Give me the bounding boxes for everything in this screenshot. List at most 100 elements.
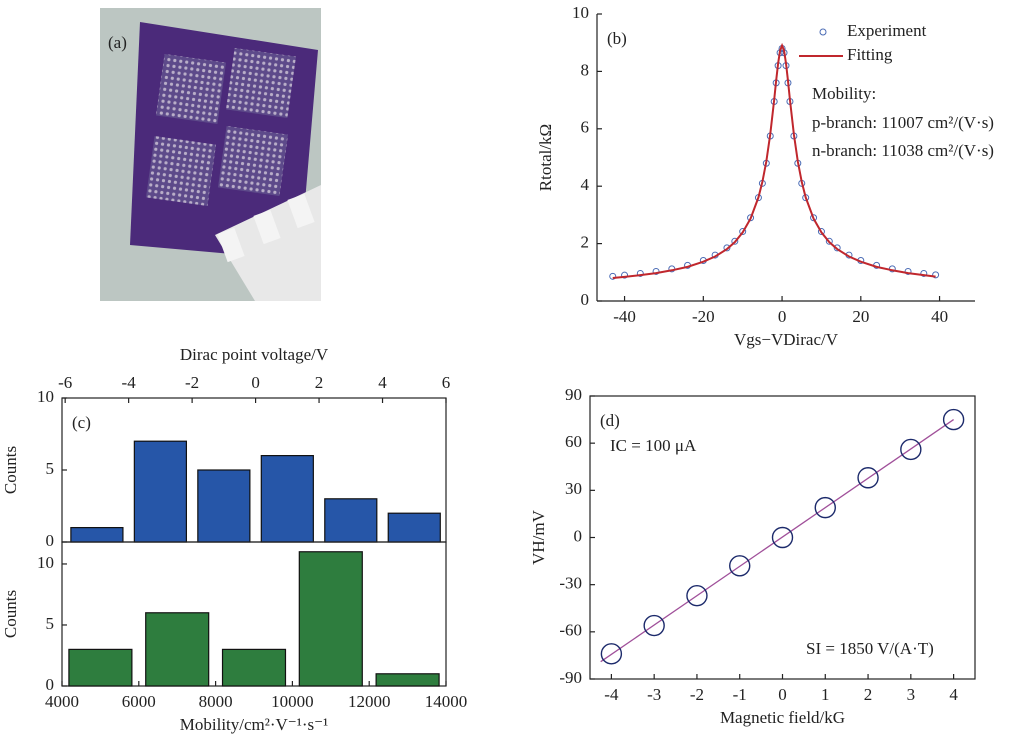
annotation: IC = 100 μA — [610, 436, 697, 455]
data-point — [686, 584, 708, 607]
legend-label: Fitting — [847, 45, 893, 64]
annotation: SI = 1850 V/(A·T) — [806, 639, 934, 658]
bar — [375, 673, 440, 687]
x-tick-label: 8000 — [199, 692, 233, 711]
bar — [145, 612, 210, 687]
x-tick-label: 6 — [442, 373, 451, 392]
x-axis-label: Vgs−VDirac/V — [734, 330, 839, 349]
data-point — [723, 244, 731, 252]
panel-label: (b) — [607, 29, 627, 48]
panel-label: (d) — [600, 411, 620, 430]
x-tick-label: 2 — [315, 373, 324, 392]
bar — [387, 512, 441, 543]
data-point — [739, 228, 747, 236]
x-tick-label: 10000 — [271, 692, 314, 711]
data-point — [942, 408, 965, 431]
panel-label: (a) — [108, 33, 127, 52]
x-tick-label: 4 — [949, 685, 958, 704]
data-point — [825, 237, 833, 245]
x-tick-label: 6000 — [122, 692, 156, 711]
data-line — [600, 419, 954, 663]
y-tick-label: 2 — [581, 233, 590, 252]
bar — [197, 469, 251, 543]
x-tick-label: 0 — [778, 307, 787, 326]
x-tick-label: 0 — [251, 373, 260, 392]
x-axis-label: Dirac point voltage/V — [180, 345, 329, 364]
y-tick-label: 8 — [581, 60, 590, 79]
photo: (a) — [100, 8, 321, 301]
x-tick-label: -2 — [185, 373, 199, 392]
data-point — [900, 438, 922, 461]
y-axis-label: Counts — [1, 590, 20, 638]
data-point — [636, 269, 644, 277]
bar — [133, 440, 188, 543]
y-tick-label: 0 — [46, 531, 55, 550]
x-tick-label: -40 — [613, 307, 636, 326]
bar — [70, 526, 124, 543]
data-point — [652, 267, 660, 275]
x-tick-label: 3 — [907, 685, 916, 704]
data-point — [731, 237, 739, 245]
y-axis-label: Counts — [1, 446, 20, 494]
y-tick-label: 5 — [46, 459, 55, 478]
y-tick-label: 4 — [581, 175, 590, 194]
data-point — [729, 555, 751, 577]
x-tick-label: -4 — [122, 373, 137, 392]
y-tick-label: 10 — [572, 3, 589, 22]
legend-marker — [819, 28, 827, 36]
y-tick-label: -60 — [559, 621, 582, 640]
y-tick-label: 60 — [565, 432, 582, 451]
data-point — [857, 467, 879, 489]
bar — [68, 648, 133, 687]
bar — [324, 498, 378, 543]
y-tick-label: 5 — [46, 614, 55, 633]
bar — [298, 551, 363, 687]
y-tick-label: 90 — [565, 385, 582, 404]
y-tick-label: 0 — [46, 675, 55, 694]
x-tick-label: 14000 — [425, 692, 468, 711]
x-tick-label: -3 — [647, 685, 661, 704]
x-tick-label: 20 — [852, 307, 869, 326]
x-tick-label: 40 — [931, 307, 948, 326]
bar — [221, 648, 287, 687]
data-point — [814, 496, 836, 519]
panel-label: (c) — [72, 413, 91, 432]
x-tick-label: -6 — [58, 373, 72, 392]
data-point — [771, 526, 794, 549]
data-point — [621, 271, 629, 279]
x-axis-label: Magnetic field/kG — [720, 708, 845, 727]
y-tick-label: 30 — [565, 479, 582, 498]
x-tick-label: -1 — [733, 685, 747, 704]
y-axis-label: VH/mV — [529, 509, 548, 565]
y-tick-label: 0 — [581, 290, 590, 309]
x-tick-label: 12000 — [348, 692, 391, 711]
x-tick-label: 0 — [778, 685, 787, 704]
x-tick-label: -4 — [604, 685, 619, 704]
y-axis-label: Rtotal/kΩ — [536, 124, 555, 191]
y-tick-label: -90 — [559, 668, 582, 687]
y-tick-label: 10 — [37, 387, 54, 406]
data-point — [817, 228, 825, 236]
annotation: Mobility: — [812, 84, 876, 103]
y-tick-label: -30 — [559, 574, 582, 593]
data-point — [810, 214, 818, 222]
data-line — [612, 42, 936, 280]
annotation: p-branch: 11007 cm²/(V·s) — [812, 113, 994, 132]
bar — [260, 455, 314, 543]
data-point — [932, 271, 940, 279]
data-point — [904, 267, 912, 275]
annotation: n-branch: 11038 cm²/(V·s) — [812, 141, 994, 160]
data-point — [643, 614, 665, 637]
x-tick-label: 2 — [864, 685, 873, 704]
y-tick-label: 6 — [581, 118, 590, 137]
x-tick-label: 4000 — [45, 692, 79, 711]
y-tick-label: 0 — [574, 526, 583, 545]
x-tick-label: 1 — [821, 685, 830, 704]
data-point — [600, 643, 623, 665]
x-tick-label: -2 — [690, 685, 704, 704]
x-tick-label: 4 — [378, 373, 387, 392]
legend-label: Experiment — [847, 21, 927, 40]
data-point — [609, 272, 617, 280]
data-point — [920, 269, 928, 277]
